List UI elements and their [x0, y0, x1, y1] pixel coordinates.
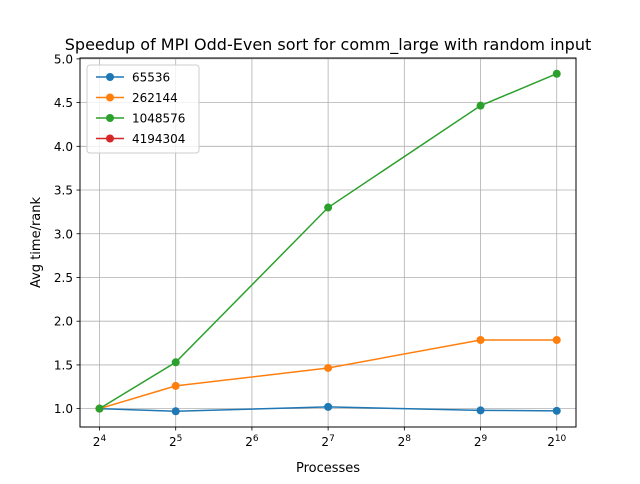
- data-point-65536: [171, 407, 180, 416]
- data-point-1048576: [171, 358, 180, 367]
- y-tick-label: 2.0: [54, 315, 73, 329]
- x-tick-label: 24: [93, 434, 107, 449]
- x-axis-label: Processes: [296, 461, 360, 476]
- data-point-1048576: [476, 101, 485, 110]
- x-axis: 24 25 26 27 28 29 210: [93, 427, 567, 449]
- x-tick-label: 27: [321, 434, 334, 449]
- data-point-65536: [476, 406, 485, 415]
- y-tick-label: 3.5: [54, 184, 73, 198]
- data-point-65536: [324, 402, 333, 411]
- legend-marker-65536: [106, 73, 114, 81]
- grid: [80, 58, 576, 427]
- data-point-262144: [171, 381, 180, 390]
- x-tick-label: 210: [547, 434, 566, 449]
- legend-label-262144: 262144: [132, 91, 178, 105]
- series-layer: [95, 69, 561, 416]
- x-tick-label: 25: [169, 434, 182, 449]
- x-tick-label: 28: [398, 434, 412, 449]
- y-axis: 1.0 1.5 2.0 2.5 3.0 3.5 4.0 4.5 5.0: [54, 52, 80, 416]
- legend-marker-4194304: [106, 134, 114, 143]
- y-tick-label: 1.0: [54, 402, 73, 416]
- y-tick-label: 2.5: [54, 271, 73, 285]
- data-point-1048576: [324, 203, 333, 212]
- legend-marker-262144: [106, 93, 114, 102]
- y-tick-label: 4.0: [54, 140, 73, 154]
- chart-title: Speedup of MPI Odd-Even sort for comm_la…: [65, 35, 592, 55]
- y-tick-label: 1.5: [54, 358, 73, 372]
- data-point-1048576: [552, 69, 561, 78]
- data-point-1048576: [95, 404, 104, 413]
- legend-marker-1048576: [106, 114, 114, 122]
- data-point-262144: [552, 335, 561, 344]
- legend-box: [86, 64, 200, 154]
- y-tick-label: 4.5: [54, 96, 73, 110]
- legend-label-1048576: 1048576: [132, 112, 185, 126]
- legend-label-4194304: 4194304: [132, 132, 185, 146]
- y-tick-label: 5.0: [54, 52, 73, 66]
- y-axis-label: Avg time/rank: [29, 197, 44, 289]
- data-point-65536: [552, 406, 561, 415]
- legend-label-65536: 65536: [132, 71, 170, 85]
- x-tick-label: 26: [245, 434, 259, 449]
- y-tick-label: 3.0: [54, 227, 73, 241]
- data-point-262144: [476, 335, 485, 344]
- legend: 65536 262144 1048576 4194304: [86, 64, 200, 154]
- x-tick-label: 29: [474, 434, 488, 449]
- data-point-262144: [324, 363, 333, 372]
